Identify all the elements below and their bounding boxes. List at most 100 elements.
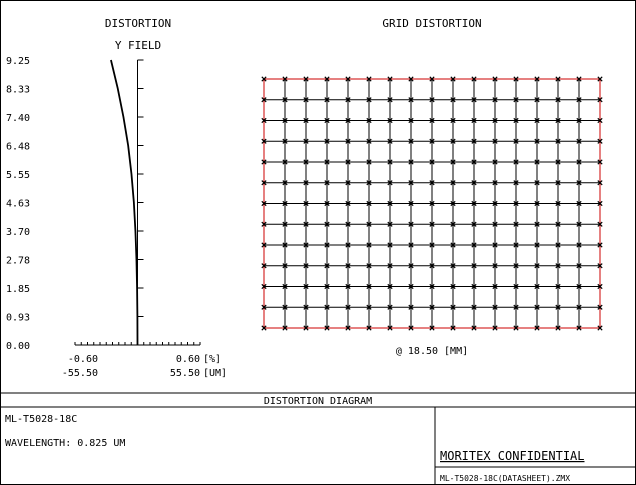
grid-point-mark <box>450 304 456 310</box>
grid-point-mark <box>576 304 582 310</box>
grid-point-mark <box>345 200 351 207</box>
footer-block: DISTORTION DIAGRAM ML-T5028-18C WAVELENG… <box>0 392 636 485</box>
grid-point-mark <box>450 242 456 248</box>
grid-point-mark <box>492 159 498 165</box>
grid-point-mark <box>303 283 309 290</box>
grid-point-mark <box>534 242 540 248</box>
grid-point-mark <box>471 304 477 310</box>
x-unit-percent: [%] <box>203 354 221 365</box>
grid-point-mark <box>408 180 414 186</box>
grid-point-mark <box>471 76 477 82</box>
grid-point-mark <box>387 221 393 227</box>
grid-point-mark <box>303 159 309 165</box>
grid-point-mark <box>597 304 603 310</box>
grid-point-mark <box>408 76 414 82</box>
grid-point-mark <box>597 159 603 165</box>
grid-point-mark <box>576 221 582 227</box>
grid-point-mark <box>429 242 435 248</box>
grid-point-mark <box>408 200 414 207</box>
grid-point-mark <box>387 242 393 248</box>
grid-point-mark <box>534 304 540 310</box>
grid-point-mark <box>429 200 435 207</box>
grid-point-mark <box>534 76 540 82</box>
grid-point-mark <box>555 242 561 248</box>
grid-point-mark <box>555 117 561 124</box>
grid-point-mark <box>597 221 603 227</box>
grid-point-mark <box>471 180 477 186</box>
grid-point-mark <box>387 180 393 186</box>
grid-point-mark <box>450 76 456 82</box>
grid-point-mark <box>261 159 267 165</box>
grid-point-mark <box>282 325 288 331</box>
grid-point-mark <box>471 221 477 227</box>
grid-point-mark <box>597 283 603 290</box>
grid-point-mark <box>366 200 372 207</box>
grid-point-mark <box>492 221 498 227</box>
diagram-title: DISTORTION DIAGRAM <box>264 396 372 407</box>
grid-point-mark <box>492 283 498 290</box>
grid-point-mark <box>492 200 498 207</box>
grid-point-mark <box>534 200 540 207</box>
y-tick-label: 1.85 <box>6 284 30 295</box>
grid-point-mark <box>450 97 456 103</box>
x-tick-percent-left: -0.60 <box>68 354 98 365</box>
grid-point-mark <box>513 221 519 227</box>
grid-point-mark <box>366 180 372 186</box>
grid-point-mark <box>471 263 477 269</box>
grid-point-mark <box>261 97 267 103</box>
grid-point-mark <box>345 283 351 290</box>
grid-point-mark <box>303 263 309 269</box>
y-tick-label: 0.00 <box>6 341 30 352</box>
grid-point-mark <box>366 263 372 269</box>
x-tick-um-left: -55.50 <box>62 368 98 379</box>
grid-point-mark <box>324 283 330 290</box>
grid-point-mark <box>345 138 351 144</box>
y-tick-label: 9.25 <box>6 56 30 67</box>
distortion-y-tick-labels: 9.25 8.33 7.40 6.48 5.55 4.63 3.70 2.78 1.85 0.93… <box>6 56 30 352</box>
y-tick-label: 7.40 <box>6 113 30 124</box>
grid-point-mark <box>576 242 582 248</box>
grid-point-mark <box>282 117 288 124</box>
grid-point-mark <box>345 159 351 165</box>
grid-point-mark <box>324 180 330 186</box>
grid-point-mark <box>450 117 456 124</box>
grid-point-mark <box>387 200 393 207</box>
grid-point-mark <box>408 263 414 269</box>
grid-point-mark <box>450 325 456 331</box>
grid-point-mark <box>261 138 267 144</box>
grid-point-mark <box>429 263 435 269</box>
grid-point-mark <box>534 138 540 144</box>
grid-point-mark <box>261 180 267 186</box>
grid-point-mark <box>597 242 603 248</box>
grid-point-mark <box>282 76 288 82</box>
grid-point-mark <box>324 325 330 331</box>
grid-point-mark <box>408 325 414 331</box>
grid-point-mark <box>345 117 351 124</box>
grid-point-mark <box>408 221 414 227</box>
grid-point-mark <box>513 76 519 82</box>
grid-point-mark <box>576 263 582 269</box>
grid-point-mark <box>471 242 477 248</box>
grid-point-mark <box>576 117 582 124</box>
grid-point-mark <box>429 325 435 331</box>
grid-point-mark <box>387 76 393 82</box>
grid-point-mark <box>408 117 414 124</box>
grid-point-mark <box>387 97 393 103</box>
grid-point-mark <box>261 117 267 124</box>
y-tick-label: 8.33 <box>6 85 30 96</box>
grid-field-label: @ 18.50 [MM] <box>396 346 468 357</box>
grid-point-mark <box>324 97 330 103</box>
grid-point-mark <box>576 76 582 82</box>
grid-point-mark <box>471 159 477 165</box>
grid-point-mark <box>534 283 540 290</box>
grid-point-mark <box>555 283 561 290</box>
grid-point-mark <box>555 221 561 227</box>
grid-point-mark <box>513 159 519 165</box>
grid-point-mark <box>513 97 519 103</box>
grid-point-mark <box>492 97 498 103</box>
distortion-title: DISTORTION <box>105 17 171 30</box>
grid-point-mark <box>345 304 351 310</box>
grid-point-mark <box>429 97 435 103</box>
grid-point-mark <box>261 221 267 227</box>
